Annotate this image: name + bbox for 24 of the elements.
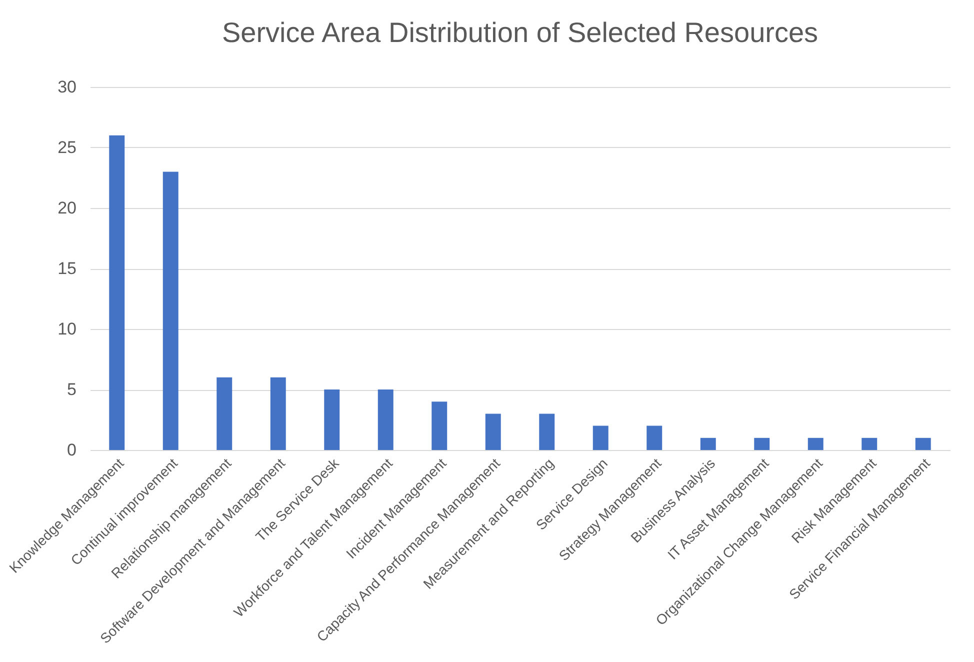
- y-tick-label: 0: [67, 440, 76, 460]
- bar: [592, 426, 608, 450]
- bar: [109, 135, 125, 450]
- bar: [754, 438, 770, 450]
- y-tick-label: 30: [58, 78, 76, 96]
- bar: [270, 377, 286, 450]
- bar: [432, 402, 448, 450]
- bar: [808, 438, 824, 450]
- bar: [539, 414, 555, 450]
- y-tick-label: 25: [58, 138, 76, 157]
- bar: [700, 438, 716, 450]
- bar: [162, 172, 178, 450]
- bar: [915, 438, 931, 450]
- bar: [862, 438, 878, 450]
- chart-title: Service Area Distribution of Selected Resources: [222, 17, 818, 48]
- y-tick-label: 5: [67, 380, 76, 399]
- bar: [646, 426, 662, 450]
- bar: [324, 390, 340, 450]
- y-tick-label: 10: [58, 320, 76, 338]
- bar: [485, 414, 501, 450]
- bar: [216, 377, 232, 450]
- bar: [378, 390, 394, 450]
- y-tick-label: 20: [58, 198, 76, 218]
- y-tick-label: 15: [58, 259, 76, 278]
